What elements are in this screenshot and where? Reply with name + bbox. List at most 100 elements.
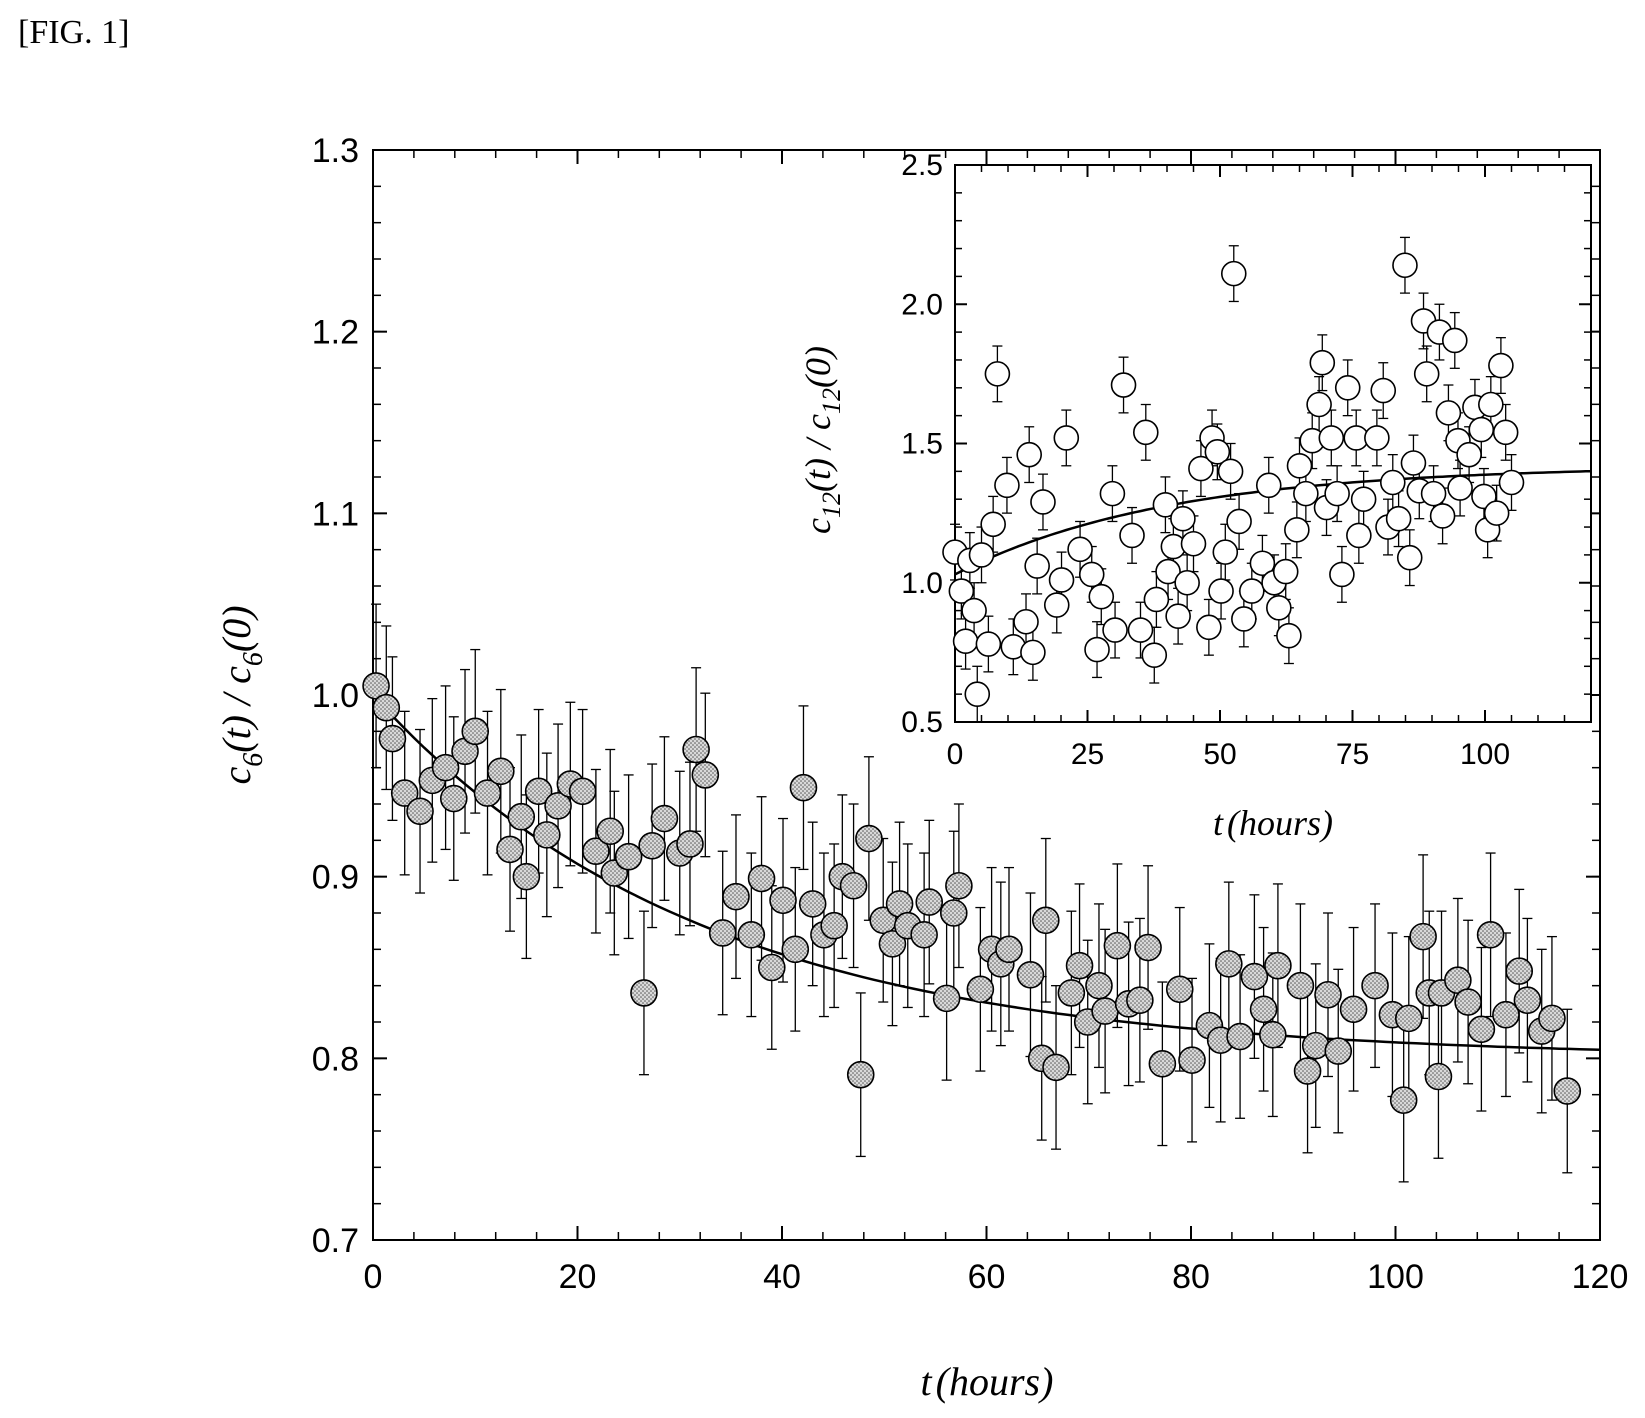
data-point [496, 835, 524, 864]
data-point [512, 862, 541, 891]
data-point [630, 979, 658, 1007]
data-point [544, 792, 572, 820]
data-point [691, 761, 720, 789]
data-point [1231, 606, 1257, 632]
data-point [737, 920, 766, 949]
data-point [473, 779, 502, 807]
data-point [1488, 352, 1514, 379]
data-point [1429, 503, 1456, 529]
data-point [708, 919, 737, 947]
data-point [676, 830, 704, 858]
data-point [722, 882, 750, 911]
data-point [1255, 472, 1282, 499]
data-point [1293, 480, 1319, 507]
data-point [994, 472, 1020, 499]
data-point [1057, 979, 1086, 1007]
data-point [1170, 505, 1196, 532]
data-point [1413, 361, 1440, 387]
data-point [1024, 553, 1050, 579]
main-y-tick-labels: 0.7 0.8 0.9 1.0 1.1 1.2 1.3 [312, 132, 359, 1260]
data-point [582, 837, 610, 866]
data-point [1505, 957, 1534, 985]
y-tick-label: 1.1 [312, 495, 359, 533]
inset-data-points [942, 252, 1525, 707]
data-point [1259, 1020, 1287, 1049]
data-point [945, 871, 973, 900]
data-point [1148, 1049, 1177, 1078]
data-point [1483, 500, 1510, 526]
data-point [1053, 425, 1080, 451]
inset-axis-ticks [954, 164, 1592, 723]
data-point [975, 631, 1002, 657]
data-point [948, 578, 975, 604]
x-tick-label: 50 [1203, 738, 1236, 771]
data-point [1013, 608, 1039, 635]
data-point [439, 784, 468, 813]
data-point [1196, 614, 1222, 641]
data-point [1361, 971, 1389, 1000]
data-point [1468, 416, 1495, 443]
data-point [1435, 400, 1462, 426]
data-point [1215, 950, 1243, 978]
x-tick-label: 25 [1071, 738, 1104, 771]
data-point [1042, 1053, 1070, 1082]
data-point [781, 935, 810, 964]
data-point [1334, 374, 1361, 401]
data-point [431, 753, 460, 782]
data-point [1385, 505, 1412, 532]
x-tick-label: 120 [1572, 1258, 1629, 1296]
data-point [1379, 469, 1406, 496]
data-point [1266, 595, 1292, 621]
data-point [1293, 1057, 1322, 1085]
data-point [1329, 561, 1355, 588]
data-point [1441, 327, 1468, 354]
data-point [1226, 508, 1252, 535]
data-point [1276, 622, 1302, 649]
data-point [1454, 988, 1482, 1016]
data-point [769, 886, 797, 915]
main-x-axis-label: t (hours) [921, 1359, 1054, 1404]
data-point [682, 735, 710, 764]
x-tick-label: 60 [968, 1258, 1006, 1296]
data-point [789, 773, 818, 802]
data-point [524, 777, 553, 806]
data-point [820, 911, 848, 940]
data-point [1394, 1004, 1423, 1033]
data-point [1212, 539, 1239, 565]
data-point [487, 757, 515, 786]
data-point [984, 361, 1011, 387]
data-point [1447, 475, 1473, 501]
data-point [1538, 1004, 1566, 1033]
data-point [1078, 561, 1105, 588]
data-point [1249, 995, 1278, 1024]
x-tick-label: 20 [559, 1258, 597, 1296]
y-tick-label: 0.9 [312, 859, 359, 897]
data-point [968, 542, 995, 568]
data-point [1249, 550, 1276, 577]
inset-chart: 0 25 50 75 100 0.5 1.0 1.5 2.0 2.5 t (hours) c12(… [798, 149, 1592, 843]
data-point [1208, 578, 1234, 604]
data-point [1174, 569, 1200, 596]
data-point [1239, 578, 1265, 604]
data-point [1085, 971, 1113, 1000]
inset-y-tick-labels: 0.5 1.0 1.5 2.0 2.5 [901, 149, 943, 739]
data-point [1301, 1031, 1330, 1060]
data-point [596, 817, 625, 846]
data-point [1272, 558, 1299, 585]
data-point [1220, 260, 1247, 287]
data-point [757, 953, 786, 982]
data-point [1553, 1077, 1582, 1105]
data-point [798, 890, 827, 918]
data-point [1088, 583, 1115, 610]
y-tick-label: 2.0 [901, 288, 943, 321]
data-point [1264, 951, 1292, 980]
data-point [846, 1060, 875, 1089]
data-point [1478, 391, 1504, 418]
data-point [1143, 586, 1170, 613]
y-tick-label: 1.0 [901, 567, 943, 600]
data-point [939, 899, 968, 927]
inset-plot-frame [954, 164, 1592, 723]
data-point [910, 920, 938, 949]
data-point [1103, 931, 1132, 960]
data-point [650, 804, 679, 833]
